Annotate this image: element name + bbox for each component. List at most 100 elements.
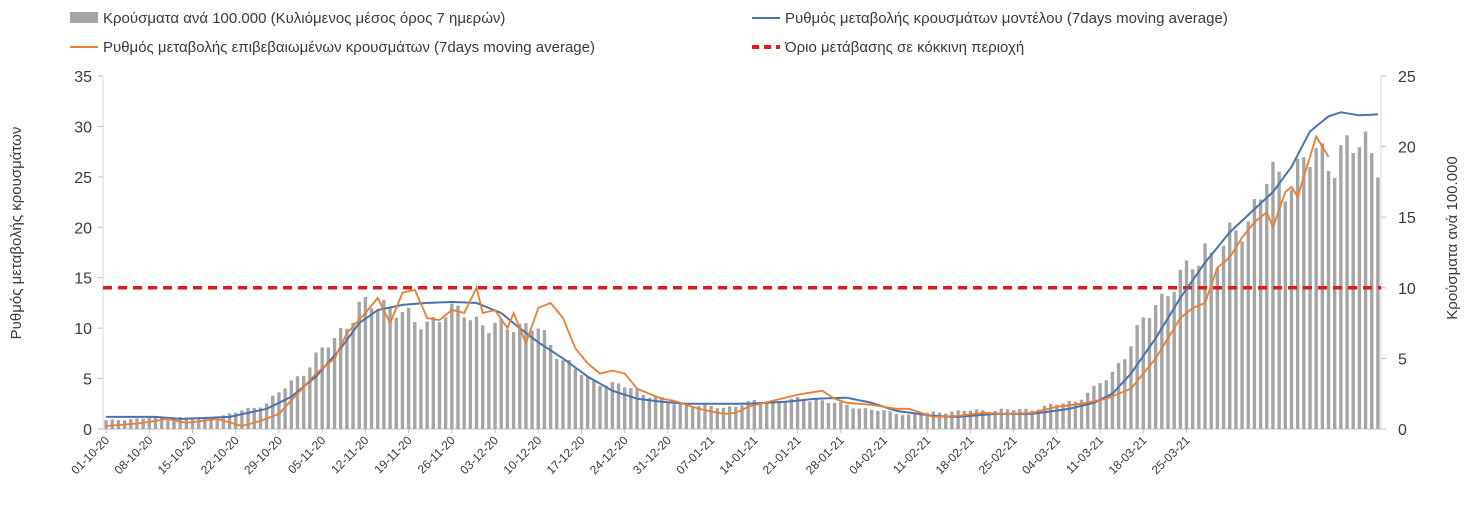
legend-confirmed-label: Ρυθμός μεταβολής επιβεβαιωμένων κρουσμάτ… — [103, 39, 595, 56]
bar — [338, 328, 343, 429]
bar — [931, 411, 936, 429]
bar — [610, 381, 615, 429]
legend-model-label: Ρυθμός μεταβολής κρουσμάτων μοντέλου (7d… — [785, 10, 1228, 27]
bar — [715, 408, 720, 429]
bar — [227, 413, 232, 429]
bar — [703, 404, 707, 429]
bar — [820, 400, 824, 429]
bar — [252, 407, 256, 429]
bar — [1376, 177, 1380, 429]
bar — [684, 404, 689, 429]
bar — [950, 411, 954, 429]
legend-bars-swatch — [70, 12, 98, 23]
bar — [147, 418, 152, 429]
x-tick-label: 05-11-20 — [285, 433, 328, 476]
bar — [869, 409, 874, 429]
bar — [1246, 221, 1250, 429]
bar — [999, 408, 1004, 429]
y-axis-left-title: Ρυθμός μεταβολής κρουσμάτων — [8, 127, 25, 340]
bar — [524, 323, 528, 429]
bar — [1209, 252, 1213, 429]
x-tick-label: 25-03-21 — [1149, 433, 1193, 477]
bar — [456, 305, 460, 429]
y-tick-right-label: 0 — [1398, 422, 1407, 439]
y-tick-left-label: 15 — [74, 271, 92, 288]
bar — [993, 410, 997, 429]
x-tick-label: 28-01-21 — [803, 433, 847, 477]
bar — [178, 417, 182, 429]
x-tick-label: 29-10-20 — [241, 433, 285, 477]
bar — [1271, 161, 1275, 429]
x-tick-label: 04-02-21 — [846, 433, 890, 477]
x-tick-label: 12-11-20 — [328, 433, 371, 476]
bar — [777, 401, 781, 429]
bar — [1024, 408, 1028, 429]
bar — [974, 409, 979, 429]
bar — [981, 410, 985, 429]
bar — [629, 388, 633, 429]
bar — [1178, 269, 1183, 429]
bar — [1326, 171, 1331, 430]
bar — [369, 308, 374, 429]
bar — [758, 401, 763, 429]
bar — [1018, 408, 1022, 429]
bar — [795, 397, 800, 429]
bar — [1363, 131, 1368, 430]
bar — [518, 323, 522, 429]
bar — [468, 320, 473, 429]
bar — [376, 309, 380, 429]
legend-bars-label: Κρούσματα ανά 100.000 (Κυλιόμενος μέσος … — [103, 10, 505, 27]
bar — [221, 415, 226, 429]
x-tick-label: 18-03-21 — [1106, 433, 1150, 477]
bar — [913, 413, 917, 429]
bar — [1153, 305, 1158, 429]
bar — [900, 415, 905, 429]
bar — [585, 376, 590, 429]
bar — [499, 318, 503, 429]
x-tick-label: 07-01-21 — [673, 433, 717, 477]
bar — [437, 322, 442, 429]
bar — [1067, 401, 1071, 429]
x-ticks: 01-10-20 08-10-20 15-10-20 22-10-20 29-10-20… — [68, 429, 1193, 477]
bar — [271, 395, 275, 429]
bar — [919, 414, 923, 429]
bar — [789, 398, 794, 429]
bar — [888, 411, 892, 429]
bar — [1240, 241, 1244, 429]
bar — [783, 401, 787, 429]
bar — [906, 414, 911, 429]
bar — [351, 322, 355, 429]
bar — [394, 317, 398, 429]
bar — [771, 399, 775, 429]
bar — [561, 360, 565, 429]
bar — [1295, 158, 1300, 429]
bar — [246, 407, 250, 429]
bar — [956, 410, 960, 429]
bar — [277, 392, 281, 429]
bar — [1048, 403, 1053, 429]
bar — [1234, 230, 1238, 429]
bar — [1258, 199, 1263, 429]
bar — [1042, 405, 1047, 429]
bar — [215, 418, 219, 429]
bar — [301, 375, 306, 429]
bar — [1092, 385, 1096, 429]
bar — [196, 417, 201, 429]
bar — [1228, 222, 1232, 429]
bar — [295, 376, 300, 429]
bar — [487, 333, 491, 429]
bar — [839, 401, 843, 429]
x-tick-label: 24-12-20 — [587, 433, 631, 477]
bar — [1079, 399, 1084, 429]
bar — [480, 325, 485, 429]
bar — [511, 332, 516, 429]
bar — [1030, 410, 1034, 429]
bar — [474, 316, 479, 429]
bar — [962, 410, 966, 429]
bar — [258, 407, 263, 429]
bar — [1283, 201, 1288, 429]
x-tick-label: 22-10-20 — [198, 433, 242, 477]
bar — [1147, 318, 1152, 429]
bar — [555, 358, 559, 429]
bar — [1289, 189, 1294, 429]
